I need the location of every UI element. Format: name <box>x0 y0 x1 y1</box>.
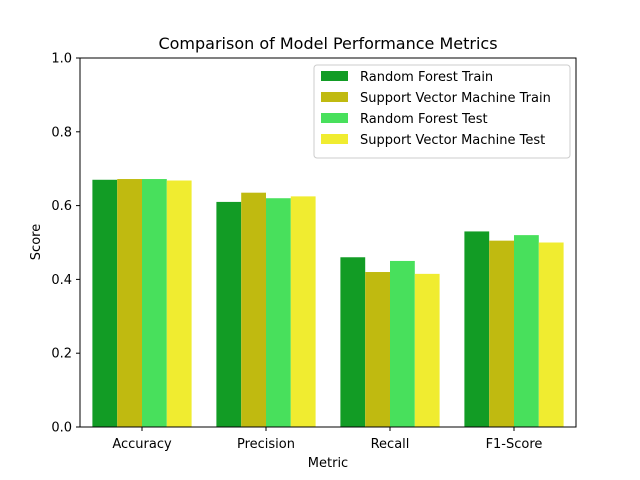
bar-1-1 <box>241 192 266 427</box>
bar-3-0 <box>464 231 490 427</box>
bar-2-2 <box>390 260 415 427</box>
y-tick-label: 0.0 <box>51 421 72 436</box>
legend-swatch <box>321 113 348 123</box>
bar-1-0 <box>216 201 242 427</box>
x-axis: Accuracy Precision Recall F1-Score <box>112 427 542 452</box>
legend-label: Random Forest Test <box>360 112 488 127</box>
legend-swatch <box>321 71 348 81</box>
legend-label: Support Vector Machine Train <box>360 91 551 106</box>
x-tick-label: Accuracy <box>112 437 172 452</box>
bar-3-1 <box>489 240 514 427</box>
plot-frame <box>79 57 577 428</box>
chart-title: Comparison of Model Performance Metrics <box>158 34 497 53</box>
y-tick-label: 0.8 <box>51 125 72 140</box>
legend-swatch <box>321 134 348 144</box>
y-tick-label: 0.2 <box>51 347 72 362</box>
bar-3-2 <box>514 235 539 427</box>
x-tick-label: F1-Score <box>486 437 543 452</box>
bar-2-0 <box>340 257 366 427</box>
x-axis-label: Metric <box>308 456 348 471</box>
legend-swatch <box>321 92 348 102</box>
legend: Random Forest Train Support Vector Machin… <box>313 64 571 159</box>
bar-0-2 <box>142 179 167 427</box>
legend-label: Random Forest Train <box>360 70 493 85</box>
y-tick-label: 0.4 <box>51 273 72 288</box>
x-tick-label: Precision <box>237 437 295 452</box>
bar-1-3 <box>290 196 316 427</box>
bars-group <box>92 179 564 427</box>
x-tick-label: Recall <box>371 437 410 452</box>
y-tick-label: 1.0 <box>51 52 72 67</box>
legend-box <box>313 64 571 159</box>
legend-label: Support Vector Machine Test <box>360 133 545 148</box>
y-tick-label: 0.6 <box>51 199 72 214</box>
bar-0-1 <box>117 179 142 427</box>
bar-0-3 <box>166 180 192 427</box>
bar-2-1 <box>365 272 390 427</box>
y-axis: 0.0 0.2 0.4 0.6 0.8 1.0 <box>51 52 80 436</box>
bar-0-0 <box>92 179 118 427</box>
bar-2-3 <box>414 273 440 427</box>
y-axis-label: Score <box>29 224 44 260</box>
bar-1-2 <box>266 198 291 427</box>
bar-3-3 <box>538 242 564 427</box>
